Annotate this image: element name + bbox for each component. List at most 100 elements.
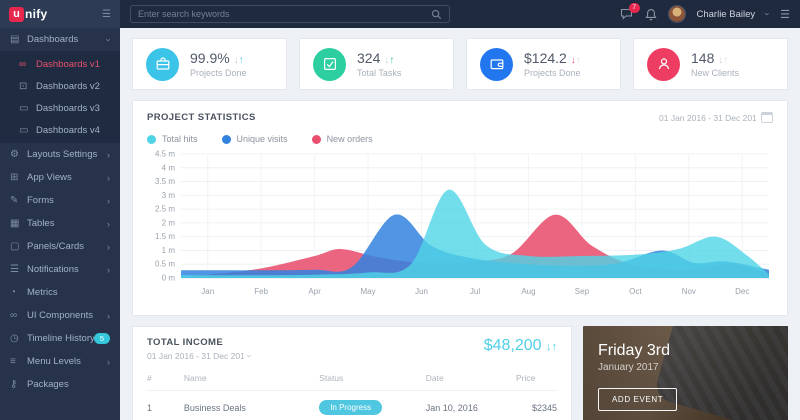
sidebar-item-dashboards-v3[interactable]: ▭ Dashboards v3 [19,102,100,114]
chat-icon[interactable]: 7 [620,3,640,20]
add-event-button[interactable]: ADD EVENT [598,388,678,411]
windows-icon: ⊞ [10,172,19,183]
chevron-down-icon: › [103,38,114,41]
stat-card-projects-income[interactable]: $124.2 ↓↑ Projects Done [466,38,621,90]
svg-text:3.5 m: 3.5 m [155,177,175,186]
search-input[interactable] [138,9,431,19]
svg-text:3 m: 3 m [162,191,176,200]
search-icon[interactable] [431,9,442,20]
sidebar-item-packages[interactable]: ⚷ Packages [10,379,69,390]
income-date-range[interactable]: 01 Jan 2016 - 31 Dec 2016 › [147,351,255,361]
chevron-right-icon: › [107,310,110,321]
sidebar-item-ui-components[interactable]: ∞ UI Components › [10,310,110,321]
trend-up-icon: ↑ [575,55,581,66]
legend-item-unique-visits[interactable]: Unique visits [221,134,288,144]
trend-down-icon: ↓ [570,55,576,66]
chat-badge: 7 [628,3,640,13]
svg-text:Apr: Apr [308,287,321,296]
project-statistics-panel: PROJECT STATISTICS 01 Jan 2016 - 31 Dec … [132,100,788,316]
chart-legend: Total hits Unique visits New orders [147,134,773,144]
event-day: Friday 3rd [598,342,671,359]
clock-icon: ◷ [10,333,19,344]
stat-card-new-clients[interactable]: 148 ↓↑ New Clients [633,38,788,90]
count-badge: 5 [93,333,110,344]
briefcase-icon [146,47,179,81]
date-range-picker[interactable]: 01 Jan 2016 - 31 Dec 2016 [659,112,773,123]
list-icon: ☰ [10,264,19,275]
svg-text:2.5 m: 2.5 m [155,205,175,214]
search-box[interactable] [130,5,450,23]
app-logo[interactable]: u nify [9,6,102,22]
sidebar-nav: ▤ Dashboards › ∞ Dashboards v1 ⊡ Dashboards v2… [0,28,120,396]
column-header-name: Name [183,368,320,391]
stat-value: 324 ↓↑ [357,50,395,66]
sidebar-item-tables[interactable]: ▦ Tables › [10,218,110,229]
chevron-right-icon: › [107,241,110,252]
svg-text:Dec: Dec [735,287,749,296]
infinity-icon: ∞ [19,58,27,70]
logo-mark: u [9,6,24,22]
svg-text:Feb: Feb [254,287,268,296]
panel-title: PROJECT STATISTICS [147,112,256,123]
series-total-hits [181,189,769,278]
column-header-price: Price [515,368,557,391]
sidebar-item-dashboards-v4[interactable]: ▭ Dashboards v4 [19,124,100,136]
sidebar-item-menu-levels[interactable]: ≡ Menu Levels › [10,356,110,367]
svg-text:0 m: 0 m [162,274,176,283]
trend-down-icon: ↓ [384,55,390,66]
stat-card-projects-done[interactable]: 99.9% ↓↑ Projects Done [132,38,287,90]
column-header-: # [147,368,184,391]
table-row[interactable]: 1 Business Deals In Progress Jan 10, 2016 $2… [147,391,557,420]
sidebar-collapse-icon[interactable]: ☰ [102,8,111,20]
stat-card-total-tasks[interactable]: 324 ↓↑ Total Tasks [299,38,454,90]
income-table-body: 1 Business Deals In Progress Jan 10, 2016 $2… [147,391,557,420]
legend-dot [221,134,231,144]
sidebar-item-metrics[interactable]: ◔ Metrics [10,287,58,298]
chevron-right-icon: › [107,172,110,183]
stat-value: 99.9% ↓↑ [190,50,244,66]
topbar-menu-icon[interactable]: ☰ [780,8,790,21]
pencil-icon: ✎ [10,195,19,206]
svg-text:Sep: Sep [575,287,590,296]
status-badge: In Progress [319,400,383,415]
trend-down-icon: ↓ [546,341,552,353]
sidebar-item-dashboards[interactable]: ▤ Dashboards › [10,34,114,45]
sidebar-item-dashboards-v1[interactable]: ∞ Dashboards v1 [19,58,100,70]
stats-row: 99.9% ↓↑ Projects Done 324 ↓↑ Total Task… [132,38,788,90]
event-card: Friday 3rd January 2017 ADD EVENT [583,326,788,420]
trend-up-icon: ↑ [238,55,244,66]
pie-icon: ◔ [10,287,17,298]
sidebar-item-layouts-settings[interactable]: ⚙ Layouts Settings › [10,149,110,160]
income-table-header: # Name Status Date Price [147,368,557,391]
income-amount: $48,200 ↓↑ [483,337,557,354]
sidebar-item-app-views[interactable]: ⊞ App Views › [10,172,110,183]
legend-item-total-hits[interactable]: Total hits [147,134,198,144]
stat-value: 148 ↓↑ [691,50,729,66]
svg-text:4 m: 4 m [162,163,176,172]
sidebar-item-notifications[interactable]: ☰ Notifications › [10,264,110,275]
sidebar-item-dashboards-v2[interactable]: ⊡ Dashboards v2 [19,80,100,92]
svg-text:Aug: Aug [521,287,535,296]
browser-icon: ▭ [19,102,29,114]
chevron-right-icon: › [107,195,110,206]
legend-item-new-orders[interactable]: New orders [311,134,373,144]
stat-label: Projects Done [190,68,247,78]
sidebar-item-panels-cards[interactable]: ▢ Panels/Cards › [10,241,110,252]
sidebar-header: u nify ☰ [0,0,120,28]
column-header-status: Status [319,368,426,391]
main-content: 99.9% ↓↑ Projects Done 324 ↓↑ Total Task… [120,28,800,420]
gear-icon: ⚙ [10,149,19,160]
svg-text:4.5 m: 4.5 m [155,150,175,159]
bell-icon[interactable] [645,8,657,21]
database-icon: ▤ [10,34,20,45]
user-menu-chevron-icon[interactable]: › [762,12,773,16]
stat-label: Projects Done [524,68,581,78]
logo-text: nify [25,7,48,21]
calendar-icon[interactable] [761,112,773,123]
wallet-icon [480,47,513,81]
sidebar-item-timeline-history[interactable]: ◷ Timeline History 5 [0,327,120,350]
trend-up-icon: ↑ [389,55,395,66]
user-name[interactable]: Charlie Bailey [696,8,756,20]
sidebar-item-forms[interactable]: ✎ Forms › [10,195,110,206]
user-avatar[interactable] [667,5,686,23]
